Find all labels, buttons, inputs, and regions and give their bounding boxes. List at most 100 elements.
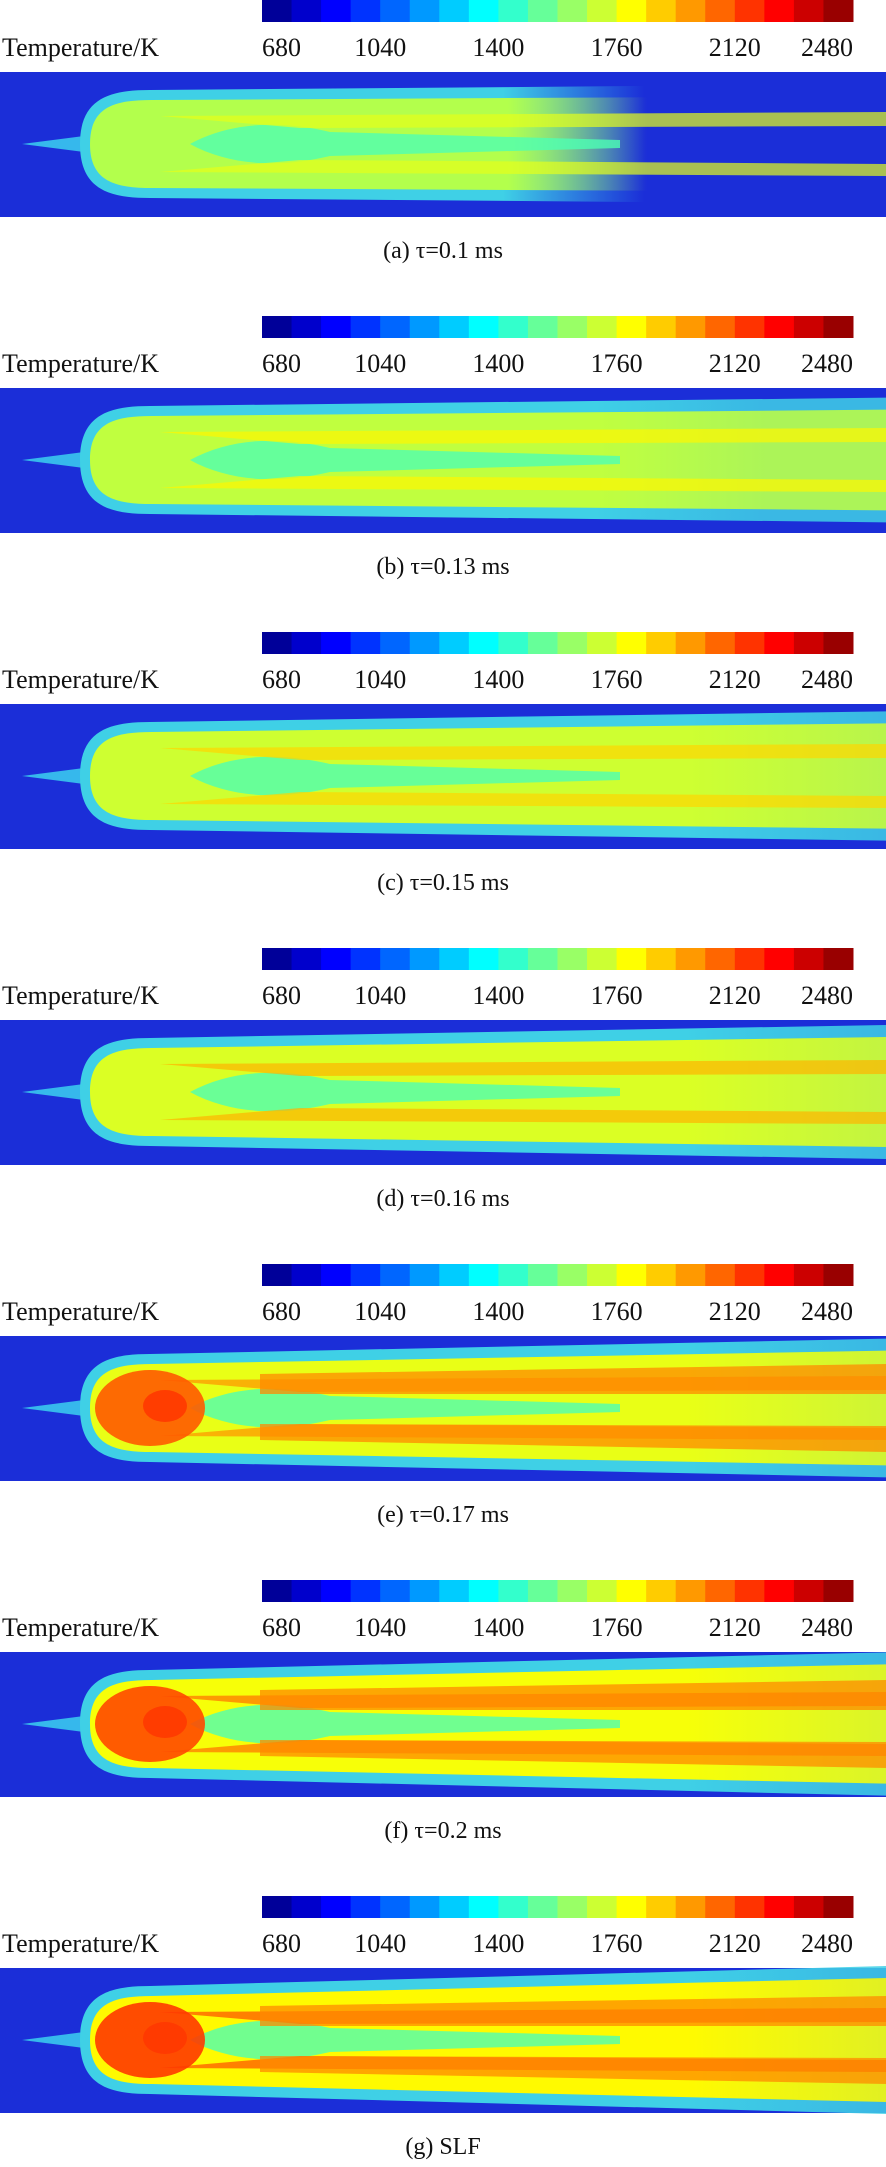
colorbar-label: Temperature/K	[2, 33, 159, 62]
colorbar-band	[587, 632, 618, 654]
colorbar-band	[646, 632, 677, 654]
flame-inner	[190, 1072, 620, 1112]
colorbar-band	[468, 316, 499, 338]
temperature-field	[0, 72, 886, 217]
nozzle	[22, 1084, 84, 1100]
colorbar-tick: 680	[262, 33, 301, 62]
temperature-field	[0, 1966, 886, 2114]
temperature-field	[0, 1336, 886, 1481]
temperature-field	[0, 388, 886, 533]
colorbar-band	[734, 0, 765, 22]
colorbar-band	[439, 1264, 470, 1286]
colorbar-label: Temperature/K	[2, 1613, 159, 1642]
colorbar-band	[793, 1580, 824, 1602]
colorbar-band	[675, 948, 706, 970]
hot-core	[143, 1706, 187, 1738]
colorbar-band	[705, 632, 736, 654]
nozzle	[22, 452, 84, 468]
caption: (d) τ=0.16 ms	[376, 1186, 509, 1212]
panel: Temperature/K 680 1040 1400 1760 2120 2480 (d) …	[0, 948, 886, 1212]
colorbar-tick: 1400	[472, 349, 524, 378]
colorbar-band	[291, 0, 322, 22]
colorbar-band	[823, 1264, 854, 1286]
colorbar-band	[498, 0, 529, 22]
colorbar-band	[291, 1896, 322, 1918]
colorbar-band	[498, 1264, 529, 1286]
colorbar-band	[380, 316, 411, 338]
colorbar-band	[705, 1896, 736, 1918]
colorbar-band	[291, 1264, 322, 1286]
caption: (b) τ=0.13 ms	[376, 554, 509, 580]
colorbar-tick: 2480	[801, 33, 853, 62]
colorbar-tick: 1400	[472, 1929, 524, 1958]
colorbar-band	[764, 632, 795, 654]
colorbar-band	[823, 948, 854, 970]
colorbar-tick: 1400	[472, 1297, 524, 1326]
colorbar-band	[705, 1580, 736, 1602]
colorbar-band	[793, 316, 824, 338]
colorbar-band	[734, 1896, 765, 1918]
colorbar-band	[439, 316, 470, 338]
colorbar-band	[350, 316, 381, 338]
colorbar-band	[646, 1896, 677, 1918]
colorbar-band	[380, 0, 411, 22]
colorbar-band	[350, 1896, 381, 1918]
colorbar-band	[350, 1580, 381, 1602]
colorbar-tick: 1040	[354, 665, 406, 694]
colorbar-band	[823, 632, 854, 654]
colorbar-tick: 2480	[801, 1929, 853, 1958]
colorbar-label: Temperature/K	[2, 349, 159, 378]
colorbar-tick: 2480	[801, 981, 853, 1010]
colorbar-band	[793, 632, 824, 654]
colorbar-band	[409, 948, 440, 970]
colorbar-band	[616, 948, 647, 970]
caption: (a) τ=0.1 ms	[383, 238, 503, 264]
colorbar-band	[557, 632, 588, 654]
flame-inner	[190, 1704, 620, 1744]
colorbar-band	[587, 948, 618, 970]
colorbar-band	[646, 948, 677, 970]
colorbar-tick: 1760	[591, 665, 643, 694]
colorbar-band	[616, 632, 647, 654]
colorbar-band	[439, 1896, 470, 1918]
colorbar-band	[262, 0, 293, 22]
colorbar-band	[557, 1264, 588, 1286]
flame-inner	[190, 124, 620, 164]
colorbar-tick: 2120	[709, 1297, 761, 1326]
colorbar-band	[468, 1264, 499, 1286]
nozzle	[22, 136, 84, 152]
colorbar-band	[350, 632, 381, 654]
colorbar-tick: 1760	[591, 33, 643, 62]
colorbar-band	[409, 316, 440, 338]
panel: Temperature/K 680 1040 1400 1760 2120 2480 (e) …	[0, 1264, 886, 1528]
colorbar-band	[646, 316, 677, 338]
colorbar-band	[321, 948, 352, 970]
colorbar-band	[527, 1580, 558, 1602]
temperature-field	[0, 1020, 886, 1165]
nozzle	[22, 1716, 84, 1732]
colorbar-band	[262, 1264, 293, 1286]
colorbar-band	[321, 1580, 352, 1602]
caption: (e) τ=0.17 ms	[377, 1502, 509, 1528]
colorbar-tick: 2120	[709, 33, 761, 62]
flame-inner	[190, 2020, 620, 2060]
colorbar-band	[793, 1896, 824, 1918]
colorbar-tick: 680	[262, 349, 301, 378]
colorbar-tick: 1040	[354, 981, 406, 1010]
colorbar-band	[380, 1896, 411, 1918]
colorbar-band	[291, 948, 322, 970]
colorbar-band	[616, 0, 647, 22]
colorbar-band	[262, 1580, 293, 1602]
colorbar-tick: 2480	[801, 1613, 853, 1642]
colorbar-band	[321, 0, 352, 22]
hot-band	[260, 1680, 886, 1768]
colorbar-band	[675, 1896, 706, 1918]
colorbar-band	[557, 1896, 588, 1918]
colorbar-band	[764, 316, 795, 338]
caption: (c) τ=0.15 ms	[377, 870, 509, 896]
panel: Temperature/K 680 1040 1400 1760 2120 2480 (b) …	[0, 316, 886, 580]
colorbar-band	[587, 1264, 618, 1286]
colorbar-band	[321, 1264, 352, 1286]
colorbar-tick: 680	[262, 1613, 301, 1642]
colorbar-tick: 1400	[472, 33, 524, 62]
